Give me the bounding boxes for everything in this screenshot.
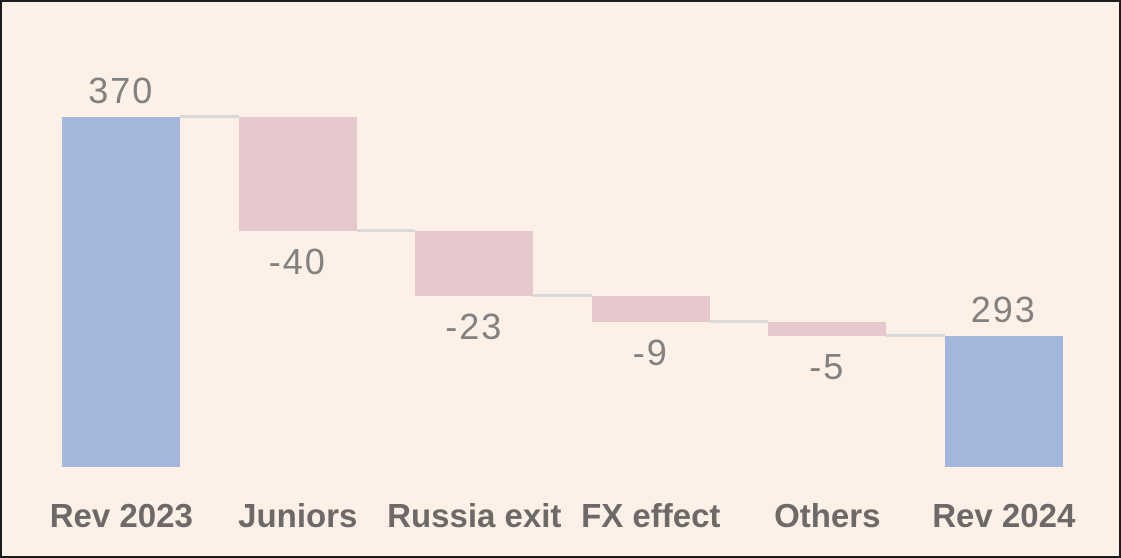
bar-russia-exit — [415, 230, 534, 297]
connector-line — [180, 115, 239, 118]
category-label-juniors: Juniors — [238, 497, 358, 534]
category-label-fx-effect: FX effect — [581, 497, 721, 534]
connector-line — [533, 294, 592, 298]
bar-fx-effect — [591, 296, 710, 322]
category-label-rev-2023: Rev 2023 — [49, 497, 193, 534]
bar-rev-2024 — [944, 336, 1063, 467]
connector-line — [886, 334, 945, 338]
value-label-fx-effect: -9 — [632, 331, 669, 373]
value-label-juniors: -40 — [268, 240, 327, 282]
connector-line — [709, 319, 769, 323]
connector-line — [356, 228, 416, 232]
category-label-rev-2024: Rev 2024 — [932, 497, 1076, 534]
category-label-others: Others — [774, 497, 881, 534]
value-label-rev-2024: 293 — [970, 289, 1037, 331]
value-label-russia-exit: -23 — [445, 306, 504, 348]
bar-juniors — [238, 117, 357, 231]
value-label-others: -5 — [809, 346, 846, 388]
bar-rev-2023 — [62, 117, 181, 467]
value-label-rev-2023: 370 — [88, 70, 155, 111]
bar-others — [768, 321, 887, 337]
category-label-russia-exit: Russia exit — [387, 497, 562, 534]
